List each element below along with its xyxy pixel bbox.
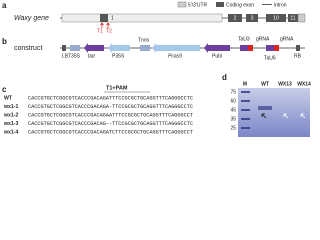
ladder-band — [241, 91, 250, 93]
element — [274, 45, 279, 51]
arrow — [283, 113, 289, 119]
legend-swatch — [177, 1, 187, 8]
ladder: 75 60 45 35 25 — [230, 89, 250, 131]
exon — [246, 14, 258, 22]
row-name: WT — [4, 95, 13, 101]
exon — [228, 14, 242, 22]
target-label: T2 — [106, 28, 112, 34]
element — [240, 45, 248, 51]
row-name: wx1-4 — [3, 129, 19, 135]
panel-label: a — [2, 1, 7, 10]
target-arrows — [100, 22, 110, 28]
legend-text: Coding exon — [226, 2, 254, 8]
ladder-band — [241, 100, 250, 102]
element-label: gRNA — [280, 36, 294, 42]
row-name: wx1-2 — [3, 112, 19, 118]
ladder-label: 35 — [230, 116, 236, 122]
lane-label: WX13 — [278, 81, 292, 87]
exon-number: 1 — [111, 15, 114, 21]
lanes: M WT WX13 WX14 — [243, 81, 311, 87]
element-label: RB — [294, 53, 302, 59]
legend-text: 5'/3'UTR — [188, 2, 208, 8]
exon — [100, 14, 108, 22]
element-label: TaU3 — [238, 36, 250, 42]
element-label: LB — [62, 53, 69, 59]
sequence: CACCGTGCTCGGCGTCACCCGACAG--TTCCGCGCTGCAG… — [28, 121, 193, 127]
row-name: wx1-3 — [3, 121, 19, 127]
exon-number: 10 — [273, 15, 279, 21]
panel-label: b — [2, 37, 7, 46]
legend-text: intron — [274, 2, 287, 8]
ladder-band — [241, 118, 250, 120]
border — [62, 45, 66, 51]
border — [296, 45, 300, 51]
arrow — [300, 113, 306, 119]
ladder-label: 25 — [230, 125, 236, 131]
panel-label: c — [2, 85, 7, 94]
element-label: Pubi — [212, 53, 222, 59]
exon — [288, 14, 298, 22]
element-label: TaU6 — [264, 55, 276, 61]
exon-number: 3 — [251, 15, 254, 21]
band — [258, 106, 272, 110]
element — [140, 45, 150, 51]
legend-swatch — [216, 2, 224, 7]
sequence: CACCGTGCTCGGCGTCACCCGACAGAATTTCCGCGCTGCA… — [28, 112, 193, 118]
panel-label: d — [222, 73, 227, 82]
lane-label: WX14 — [297, 81, 311, 87]
ladder-band — [241, 127, 250, 129]
lane-label: M — [243, 81, 247, 87]
element — [152, 43, 200, 53]
row-name: wx1-1 — [3, 104, 19, 110]
exon — [266, 14, 286, 22]
element — [70, 45, 80, 51]
element — [248, 45, 253, 51]
ladder-label: 45 — [230, 107, 236, 113]
exon-number: 2 — [234, 15, 237, 21]
ladder-label: 60 — [230, 98, 236, 104]
utr — [61, 13, 223, 23]
figure: a 5'/3'UTR Coding exon intron Waxy gene … — [2, 1, 311, 137]
element — [266, 45, 274, 51]
element-label: Pcas9 — [168, 53, 182, 59]
element-label: gRNA — [256, 36, 270, 42]
ladder-label: 75 — [230, 89, 236, 95]
element — [108, 43, 130, 53]
element — [84, 43, 104, 53]
gene-name: Waxy gene — [14, 15, 49, 22]
target-label: T1 — [97, 28, 103, 34]
column-header: T1+PAM — [106, 85, 128, 91]
utr — [297, 13, 306, 23]
element-label: P35S — [112, 53, 125, 59]
exon-number: 11 — [290, 15, 295, 21]
sequence: CACCGTGCTCGGCGTCACCCGACAGATTTCCGCGCTGCAG… — [28, 95, 193, 101]
construct-name: construct — [14, 45, 42, 52]
element-label: T35S — [68, 53, 81, 59]
sequence-rows: WT CACCGTGCTCGGCGTCACCCGACAGATTTCCGCGCTGC… — [3, 95, 193, 135]
element-label: Tnos — [138, 37, 150, 43]
ladder-band — [241, 109, 250, 111]
sequence: CACCGTGCTCGGCGTCACCCGACAGA-TTCCGCGCTGCAG… — [28, 104, 193, 110]
sequence: CACCGTGCTCGGCGTCACCCGACAGATCTTCCGCGCTGCA… — [28, 129, 193, 135]
gel — [238, 88, 310, 137]
arrow — [261, 113, 267, 119]
lane-label: WT — [261, 81, 269, 87]
element-label: bar — [88, 53, 96, 59]
element — [204, 43, 230, 53]
